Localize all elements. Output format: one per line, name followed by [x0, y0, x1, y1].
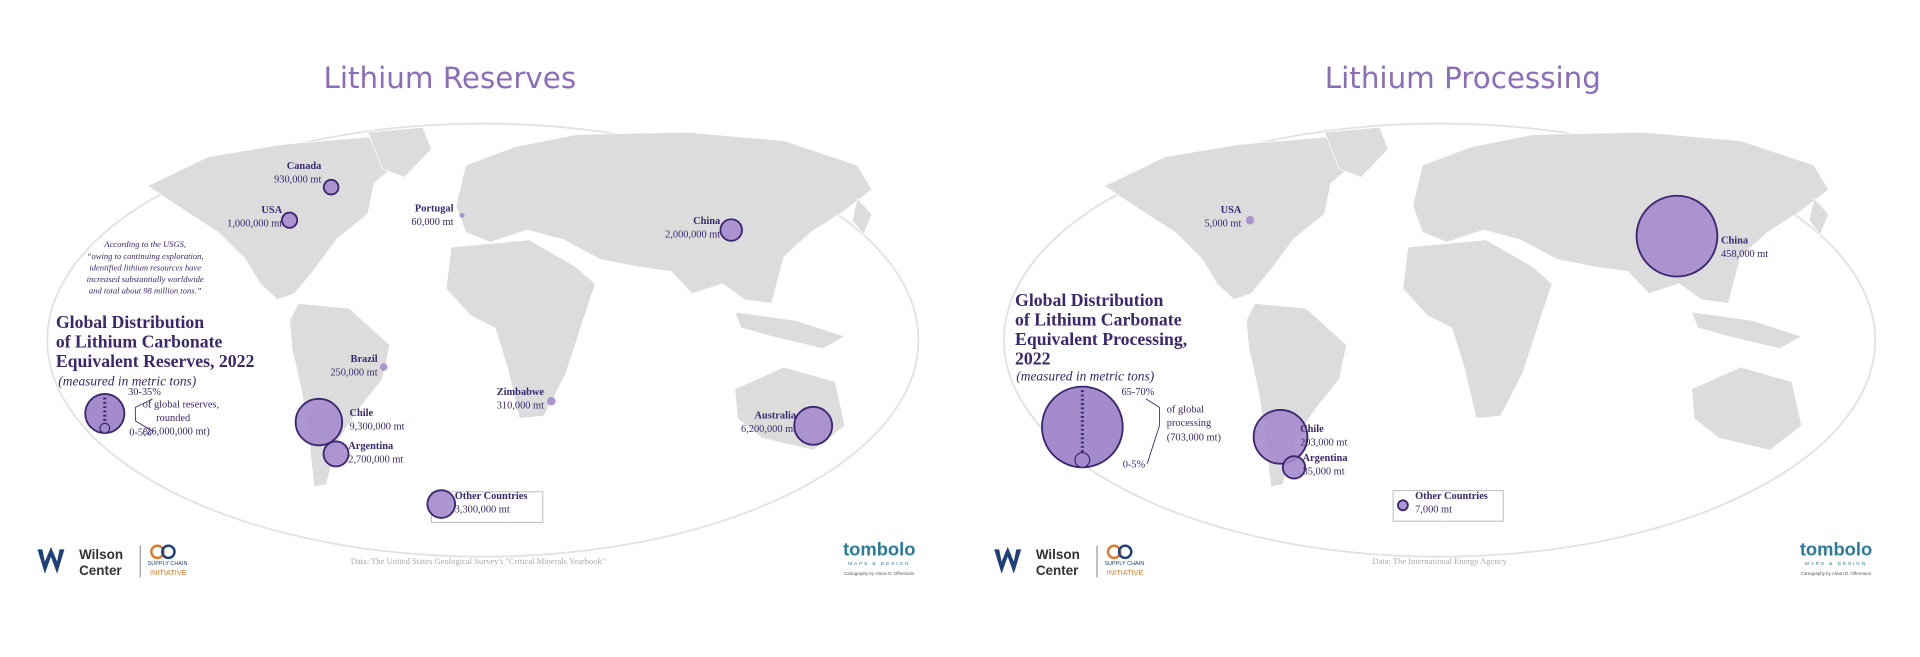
- wilson-name: Center: [79, 563, 122, 578]
- bubble: [459, 212, 465, 218]
- map-heading: 2022: [1015, 349, 1051, 369]
- map-heading: Global Distribution: [56, 312, 204, 332]
- point-value: 2,000,000 mt: [665, 229, 720, 240]
- point-name: China: [693, 216, 721, 227]
- point-value: 1,000,000 mt: [227, 218, 282, 229]
- point-name: Chile: [349, 408, 373, 419]
- point-value: 458,000 mt: [1721, 249, 1768, 260]
- point-name: Other Countries: [455, 491, 528, 502]
- map-title: Lithium Processing: [1325, 61, 1601, 95]
- point-name: USA: [1221, 205, 1242, 216]
- tombolo-sub: MAPS & DESIGN: [848, 561, 910, 567]
- map-title: Lithium Reserves: [323, 61, 576, 95]
- point-name: Portugal: [415, 204, 454, 215]
- point-value: 2,700,000 mt: [348, 454, 403, 465]
- point-name: Argentina: [1303, 453, 1349, 464]
- bubble: [322, 440, 350, 468]
- other-box: [1392, 490, 1504, 522]
- bubble: [322, 178, 340, 196]
- point-name: Argentina: [348, 441, 394, 452]
- bubble: [426, 489, 457, 519]
- wilson-name: Center: [1036, 563, 1079, 578]
- point-name: China: [1721, 235, 1749, 246]
- bubble: [1635, 194, 1719, 278]
- legend-circle: [99, 422, 111, 434]
- point-value: 5,000 mt: [1205, 218, 1242, 229]
- point-name: Australia: [755, 410, 797, 421]
- legend-bracket: [1145, 398, 1160, 464]
- bubble: [1252, 408, 1309, 465]
- point-name: Zimbabwe: [497, 387, 545, 398]
- bubble: [1245, 216, 1255, 225]
- unit-note: (measured in metric tons): [58, 373, 196, 388]
- legend-top: 65-70%: [1121, 387, 1154, 398]
- bubble: [281, 211, 299, 229]
- point-value: 310,000 mt: [497, 401, 544, 412]
- point-name: Chile: [1300, 424, 1324, 435]
- tombolo-logo: tombolo: [1800, 538, 1872, 559]
- quote: and total about 98 million tons.”: [89, 286, 202, 296]
- legend-bottom: 0-5%: [1123, 459, 1146, 470]
- wilson-logo: [37, 546, 65, 574]
- legend-description: processing: [1167, 418, 1211, 429]
- point-value: 35,000 mt: [1303, 467, 1345, 478]
- initiative-icon: [161, 544, 176, 560]
- legend-description: of global: [1167, 404, 1204, 415]
- tombolo-logo: tombolo: [843, 538, 915, 559]
- bubble: [379, 363, 388, 371]
- wilson-name: Wilson: [1036, 547, 1080, 562]
- tombolo-sub: MAPS & DESIGN: [1805, 561, 1867, 567]
- bubble: [793, 405, 834, 446]
- map-heading: Global Distribution: [1015, 290, 1163, 310]
- legend-bottom: 0-5%: [129, 428, 152, 439]
- wilson-name: Wilson: [79, 547, 123, 562]
- bubble: [294, 397, 344, 447]
- legend-description: rounded: [156, 413, 191, 424]
- initiative-icon: [1117, 544, 1133, 560]
- point-value: 930,000 mt: [274, 174, 321, 185]
- point-value: 6,200,000 mt: [741, 424, 796, 435]
- source: Data: The United States Geological Surve…: [351, 556, 606, 566]
- initiative-name: INITIATIVE: [150, 568, 187, 577]
- credit: Cartography by Alison D. Offermann: [844, 571, 915, 576]
- point-value: 250,000 mt: [330, 368, 377, 379]
- quote: increased substantially worldwide: [87, 274, 204, 284]
- bubble: [1281, 455, 1307, 480]
- point-name: USA: [261, 205, 282, 216]
- map-heading: of Lithium Carbonate: [1015, 309, 1182, 329]
- unit-note: (measured in metric tons): [1016, 368, 1154, 383]
- legend-description: of global reserves,: [143, 399, 219, 410]
- credit: Cartography by Alison D. Offermann: [1801, 571, 1872, 576]
- point-value: 203,000 mt: [1300, 437, 1347, 448]
- initiative-name: SUPPLY CHAIN: [1104, 561, 1144, 567]
- map-heading: of Lithium Carbonate: [56, 331, 223, 351]
- initiative-icon: [1106, 544, 1122, 560]
- quote: identified lithium resources have: [89, 262, 201, 272]
- point-value: 7,000 mt: [1415, 505, 1452, 516]
- bubble: [1396, 499, 1409, 512]
- legend-top: 30-35%: [128, 387, 161, 398]
- quote: “owing to continuing exploration,: [87, 251, 204, 261]
- map-heading: Equivalent Processing,: [1015, 329, 1187, 349]
- point-name: Canada: [287, 161, 322, 172]
- wilson-logo: [994, 546, 1022, 574]
- quote: According to the USGS,: [103, 239, 186, 249]
- source: Data: The International Energy Agency: [1372, 556, 1507, 566]
- map-heading: Equivalent Reserves, 2022: [56, 351, 255, 371]
- legend-description: (26,000,000 mt): [143, 426, 210, 437]
- bubble: [719, 218, 743, 242]
- legend-bracket: [134, 398, 154, 433]
- point-name: Brazil: [351, 354, 378, 365]
- point-value: 60,000 mt: [411, 217, 453, 228]
- point-name: Other Countries: [1415, 491, 1488, 502]
- point-value: 9,300,000 mt: [349, 421, 404, 432]
- bubble: [547, 397, 556, 406]
- initiative-name: SUPPLY CHAIN: [148, 561, 188, 567]
- legend-description: (703,000 mt): [1167, 432, 1221, 443]
- legend-circle: [1074, 452, 1091, 468]
- point-value: 3,300,000 mt: [455, 505, 510, 516]
- initiative-name: INITIATIVE: [1107, 568, 1144, 577]
